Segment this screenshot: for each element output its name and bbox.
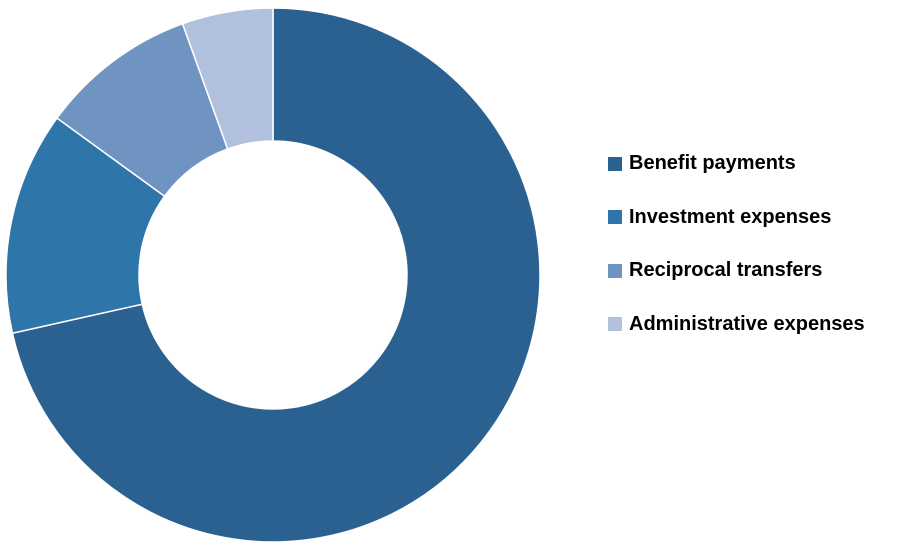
legend-swatch <box>608 210 622 224</box>
legend-swatch <box>608 263 622 278</box>
legend-swatch <box>608 317 622 331</box>
chart-legend: Benefit payments Investment expenses Rec… <box>608 150 865 364</box>
donut-slice-benefit-payments <box>11 7 541 543</box>
legend-label: Administrative expenses <box>629 312 865 335</box>
legend-item-investment-expenses: Investment expenses <box>608 204 865 231</box>
donut-slice-investment-expenses <box>5 117 166 335</box>
legend-item-benefit-payments: Benefit payments <box>608 150 865 177</box>
legend-label: Reciprocal transfers <box>629 259 823 281</box>
legend-item-reciprocal-transfers: Reciprocal transfers <box>608 257 865 284</box>
legend-label: Investment expenses <box>629 205 832 228</box>
legend-item-administrative-expenses: Administrative expenses <box>608 311 865 338</box>
legend-label: Benefit payments <box>629 152 796 174</box>
donut-slice-administrative-expenses <box>181 7 274 150</box>
donut-chart <box>5 7 541 543</box>
legend-swatch <box>608 156 622 171</box>
